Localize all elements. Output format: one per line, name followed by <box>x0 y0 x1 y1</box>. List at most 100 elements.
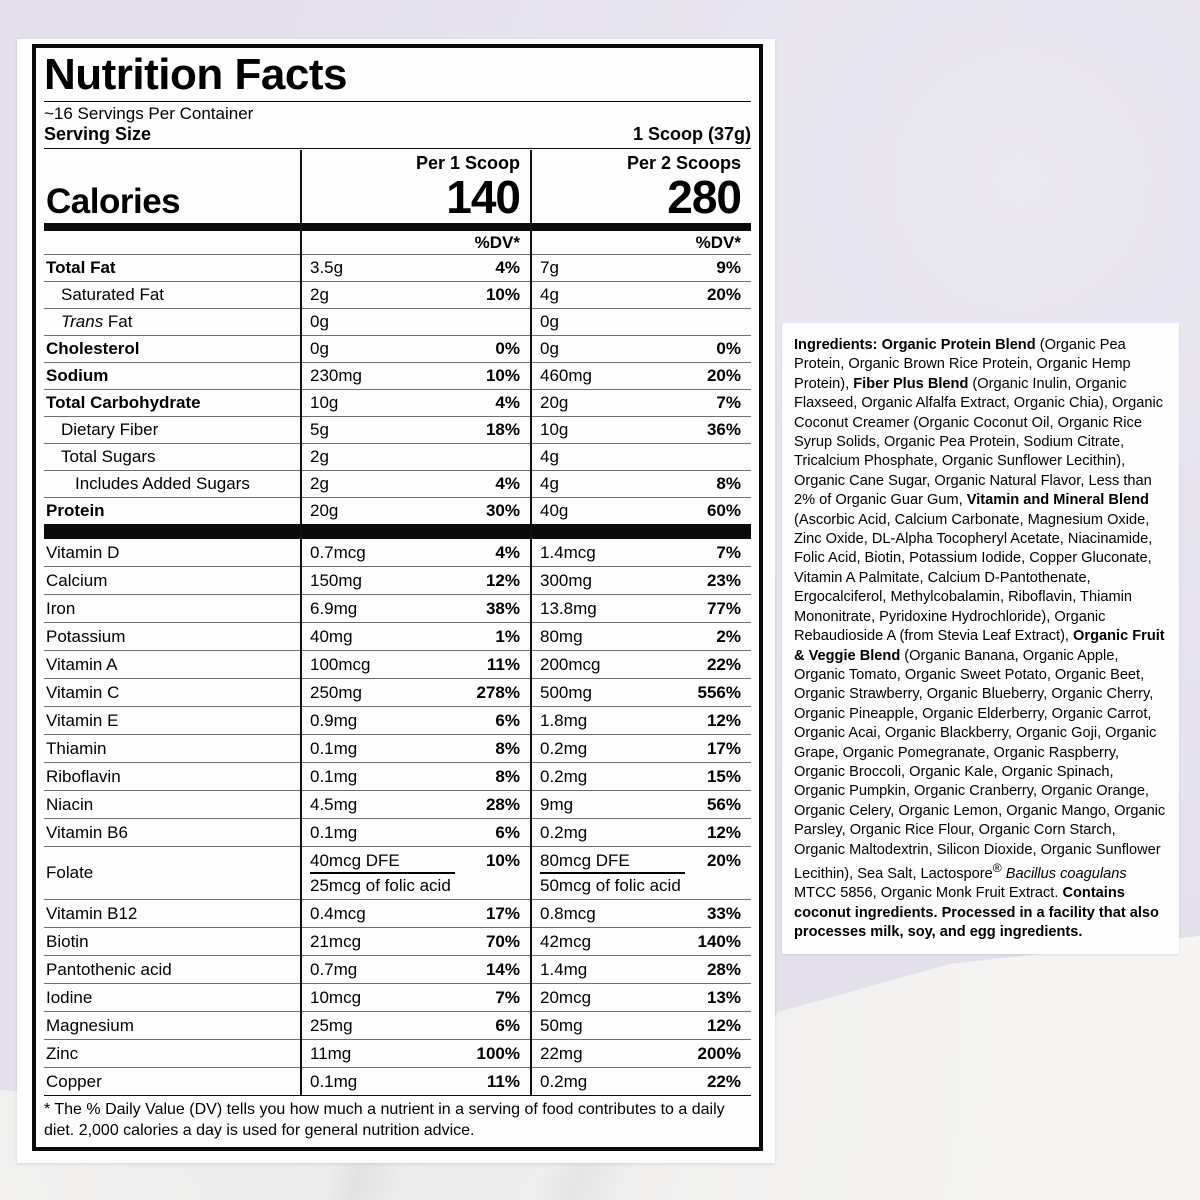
amount-value: 4.5mg <box>310 794 358 814</box>
nutrient-name: Vitamin B6 <box>46 822 128 842</box>
nutrient-name: Dietary Fiber <box>61 420 159 440</box>
amount-value: 40mg <box>310 626 353 646</box>
amount-value: 5g <box>310 420 329 440</box>
nutrient-row-biotin: Biotin 21mcg 70% 42mcg 140% <box>44 927 751 955</box>
amount-value: 0.8mcg <box>540 903 596 923</box>
nutrient-row-potassium: Potassium 40mg 1% 80mg 2% <box>44 622 751 650</box>
daily-value-percent: 22% <box>706 654 741 674</box>
column-divider-1 <box>300 150 302 1096</box>
nutrient-name: Niacin <box>46 794 94 814</box>
daily-value-percent: 10% <box>485 366 520 386</box>
amount-value: 21mcg <box>310 931 362 951</box>
amount-value: 80mg <box>540 626 583 646</box>
amount-value: 13.8mg <box>540 598 597 618</box>
nutrient-name: Vitamin E <box>46 710 119 730</box>
daily-value-percent: 22% <box>706 1071 741 1091</box>
nutrient-name: Iron <box>46 598 76 618</box>
amount-value: 0.7mcg <box>310 542 366 562</box>
folic-acid-subvalue: 50mcg of folic acid <box>540 871 685 895</box>
micro-nutrient-rows: Vitamin D 0.7mcg 4% 1.4mcg 7% Calcium 150mg 12%… <box>44 539 751 1095</box>
nutrient-row-sodium: Sodium 230mg 10% 460mg 20% <box>44 362 751 389</box>
nutrient-row-trans-fat: Trans Fat 0g 0g <box>44 308 751 335</box>
nutrient-row-includes-added-sugars: Includes Added Sugars 2g 4% 4g 8% <box>44 470 751 497</box>
nutrient-row-total-sugars: Total Sugars 2g 4g <box>44 443 751 470</box>
amount-value: 0g <box>310 339 329 359</box>
daily-value-percent: 9% <box>716 258 741 278</box>
daily-value-percent: 17% <box>485 903 520 923</box>
calories-per-1-scoop: 140 <box>446 171 521 224</box>
daily-value-percent: 28% <box>485 794 520 814</box>
daily-value-percent: 6% <box>495 822 520 842</box>
dv-header-2: %DV* <box>695 233 741 253</box>
nutrient-name: Pantothenic acid <box>46 959 172 979</box>
nutrient-row-vitamin-c: Vitamin C 250mg 278% 500mg 556% <box>44 678 751 706</box>
daily-value-percent: 6% <box>495 1015 520 1035</box>
nutrient-row-total-fat: Total Fat 3.5g 4% 7g 9% <box>44 254 751 281</box>
daily-value-percent: 12% <box>706 1015 741 1035</box>
amount-value: 0.4mcg <box>310 903 366 923</box>
daily-value-percent: 12% <box>706 710 741 730</box>
nutrient-row-vitamin-e: Vitamin E 0.9mg 6% 1.8mg 12% <box>44 706 751 734</box>
amount-value: 10g <box>310 393 339 413</box>
daily-value-percent: 278% <box>476 682 520 702</box>
amount-value: 0.2mg <box>540 738 588 758</box>
servings-per-container: ~16 Servings Per Container <box>44 103 254 123</box>
nutrient-row-calcium: Calcium 150mg 12% 300mg 23% <box>44 566 751 594</box>
per-2-scoops-header: Per 2 Scoops <box>626 153 741 174</box>
daily-value-percent: 0% <box>716 339 741 359</box>
nutrient-row-magnesium: Magnesium 25mg 6% 50mg 12% <box>44 1011 751 1039</box>
amount-value: 0.1mg <box>310 1071 358 1091</box>
nutrient-name: Copper <box>46 1071 102 1091</box>
daily-value-percent: 23% <box>706 570 741 590</box>
amount-value: 20g <box>540 393 569 413</box>
daily-value-percent: 10% <box>485 851 520 871</box>
nutrient-name: Saturated Fat <box>61 285 165 305</box>
daily-value-percent: 4% <box>495 393 520 413</box>
macro-nutrient-rows: Total Fat 3.5g 4% 7g 9% Saturated Fat 2g 10% 4g 2… <box>44 254 751 524</box>
amount-value: 0.1mg <box>310 738 358 758</box>
amount-value: 11mg <box>310 1043 352 1063</box>
folic-acid-subvalue: 25mcg of folic acid <box>310 871 455 895</box>
amount-value: 40mcg DFE <box>310 851 400 871</box>
amount-value: 4g <box>540 474 559 494</box>
ingredients-text: Ingredients: Organic Protein Blend (Orga… <box>794 337 1166 941</box>
amount-value: 80mcg DFE <box>540 851 630 871</box>
daily-value-percent: 1% <box>495 626 520 646</box>
amount-value: 3.5g <box>310 258 344 278</box>
daily-value-percent: 7% <box>716 542 741 562</box>
daily-value-percent: 13% <box>706 987 741 1007</box>
footnote-bar <box>44 1095 751 1097</box>
amount-value: 22mg <box>540 1043 583 1063</box>
daily-value-percent: 7% <box>716 393 741 413</box>
amount-value: 200mcg <box>540 654 601 674</box>
nutrient-row-total-carbohydrate: Total Carbohydrate 10g 4% 20g 7% <box>44 389 751 416</box>
daily-value-percent: 36% <box>706 420 741 440</box>
amount-value: 0.1mg <box>310 766 358 786</box>
serving-size-value: 1 Scoop (37g) <box>632 123 751 144</box>
nutrient-row-vitamin-b12: Vitamin B12 0.4mcg 17% 0.8mcg 33% <box>44 899 751 927</box>
scoop-header-row: Per 1 Scoop Per 2 Scoops <box>44 150 751 174</box>
amount-value: 0.9mg <box>310 710 358 730</box>
serving-size-label: Serving Size <box>44 123 152 144</box>
divider-bar-thick <box>44 147 751 149</box>
calories-label: Calories <box>46 182 181 222</box>
nutrient-name: Folate <box>46 863 94 883</box>
nutrient-name: Vitamin B12 <box>46 903 138 923</box>
nutrient-name: Riboflavin <box>46 766 121 786</box>
nutrient-row-vitamin-d: Vitamin D 0.7mcg 4% 1.4mcg 7% <box>44 539 751 566</box>
nutrient-name: Iodine <box>46 987 93 1007</box>
daily-value-percent: 12% <box>485 570 520 590</box>
daily-value-percent: 33% <box>706 903 741 923</box>
ingredients-panel: Ingredients: Organic Protein Blend (Orga… <box>782 323 1179 955</box>
nutrient-name: Vitamin A <box>46 654 118 674</box>
daily-value-percent: 6% <box>495 710 520 730</box>
amount-value: 1.8mg <box>540 710 588 730</box>
amount-value: 250mg <box>310 682 362 702</box>
daily-value-percent: 2% <box>716 626 741 646</box>
nutrient-row-protein: Protein 20g 30% 40g 60% <box>44 497 751 524</box>
amount-value: 460mg <box>540 366 592 386</box>
amount-value: 7g <box>540 258 559 278</box>
amount-value: 42mcg <box>540 931 592 951</box>
daily-value-percent: 30% <box>485 501 520 521</box>
divider-bar-under-calories <box>44 223 751 232</box>
